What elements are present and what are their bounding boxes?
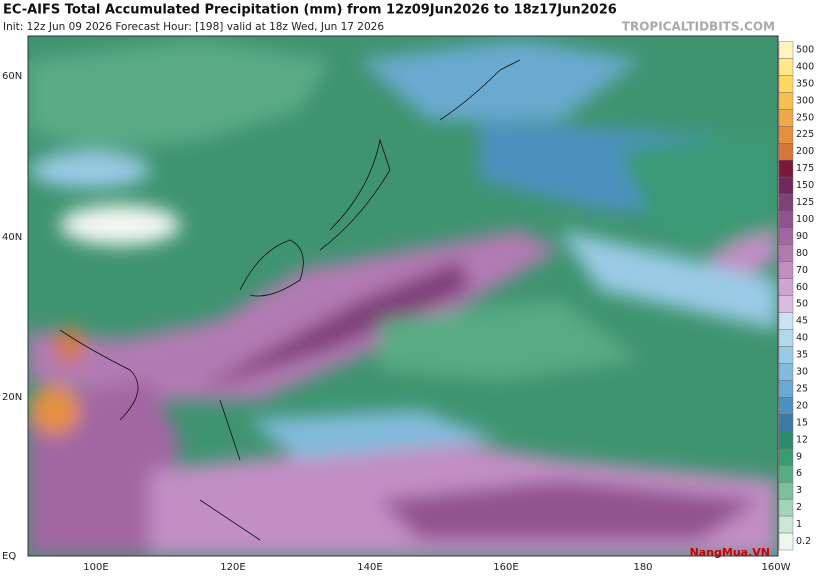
level-label: 400 xyxy=(796,61,814,72)
level-label: 50 xyxy=(796,299,808,310)
color-swatch xyxy=(778,109,794,127)
lat-labels: 60N 40N 20N EQ xyxy=(2,71,22,562)
color-swatch xyxy=(778,295,794,313)
lat-label: 60N xyxy=(2,71,22,82)
level-label: 80 xyxy=(796,248,808,259)
level-label: 6 xyxy=(796,468,802,479)
color-swatch xyxy=(778,346,794,364)
level-label: 300 xyxy=(796,95,814,106)
level-label: 20 xyxy=(796,400,808,411)
level-label: 175 xyxy=(796,163,814,174)
level-label: 15 xyxy=(796,417,808,428)
level-label: 150 xyxy=(796,180,814,191)
color-swatch xyxy=(778,515,794,534)
color-swatch xyxy=(778,482,794,500)
color-swatch xyxy=(778,448,794,466)
level-label: 35 xyxy=(796,350,808,361)
level-label: 250 xyxy=(796,112,814,123)
level-label: 225 xyxy=(796,129,814,140)
color-swatch xyxy=(778,75,794,93)
color-swatch xyxy=(778,278,794,296)
lon-label: 140E xyxy=(357,562,382,573)
color-swatch xyxy=(778,41,794,59)
map-frame xyxy=(27,35,779,557)
level-label: 2 xyxy=(796,502,802,513)
color-swatch xyxy=(778,92,794,110)
lon-label: 120E xyxy=(220,562,245,573)
level-label: 70 xyxy=(796,265,808,276)
color-swatch xyxy=(778,227,794,246)
level-label: 25 xyxy=(796,383,808,394)
color-swatch xyxy=(778,176,794,195)
level-label: 12 xyxy=(796,434,808,445)
lon-label: 100E xyxy=(83,562,108,573)
color-swatch xyxy=(778,58,794,76)
color-swatch xyxy=(778,261,794,280)
level-label: 0.2 xyxy=(796,536,811,547)
color-swatch xyxy=(778,465,794,483)
color-swatch xyxy=(778,414,794,432)
color-swatch xyxy=(778,159,794,178)
level-label: 60 xyxy=(796,282,808,293)
color-swatch xyxy=(778,126,794,144)
level-label: 3 xyxy=(796,485,802,496)
lat-label: EQ xyxy=(2,551,16,562)
color-swatch xyxy=(778,397,794,415)
color-swatch xyxy=(778,380,794,398)
title: EC-AIFS Total Accumulated Precipitation … xyxy=(3,3,617,18)
level-label: 9 xyxy=(796,451,802,462)
precip-field xyxy=(28,36,778,556)
lon-labels: 100E 120E 140E 160E 180 160W xyxy=(83,562,790,573)
level-label: 45 xyxy=(796,316,808,327)
level-label: 200 xyxy=(796,146,814,157)
level-label: 350 xyxy=(796,78,814,89)
lat-label: 20N xyxy=(2,392,22,403)
level-label: 100 xyxy=(796,214,814,225)
level-label: 30 xyxy=(796,367,808,378)
level-label: 40 xyxy=(796,333,808,344)
color-swatch xyxy=(778,431,794,449)
color-swatch xyxy=(778,142,794,161)
subtitle: Init: 12z Jun 09 2026 Forecast Hour: [19… xyxy=(3,21,384,33)
lat-label: 40N xyxy=(2,232,22,243)
colorbar: 5004003503002502252001751501251009080706… xyxy=(778,41,814,551)
level-label: 125 xyxy=(796,197,814,208)
color-swatch xyxy=(778,363,794,381)
color-swatch xyxy=(778,210,794,229)
site-credit: TROPICALTIDBITS.COM xyxy=(622,20,775,34)
lon-label: 180 xyxy=(633,562,652,573)
level-label: 500 xyxy=(796,44,814,55)
level-label: 1 xyxy=(796,519,802,530)
color-swatch xyxy=(778,193,794,212)
color-swatch xyxy=(778,312,794,330)
color-swatch xyxy=(778,532,794,551)
color-swatch xyxy=(778,329,794,347)
level-label: 90 xyxy=(796,231,808,242)
color-swatch xyxy=(778,244,794,263)
color-swatch xyxy=(778,498,794,517)
lon-label: 160W xyxy=(762,562,791,573)
lon-label: 160E xyxy=(493,562,518,573)
watermark: NangMua.VN xyxy=(690,546,770,559)
